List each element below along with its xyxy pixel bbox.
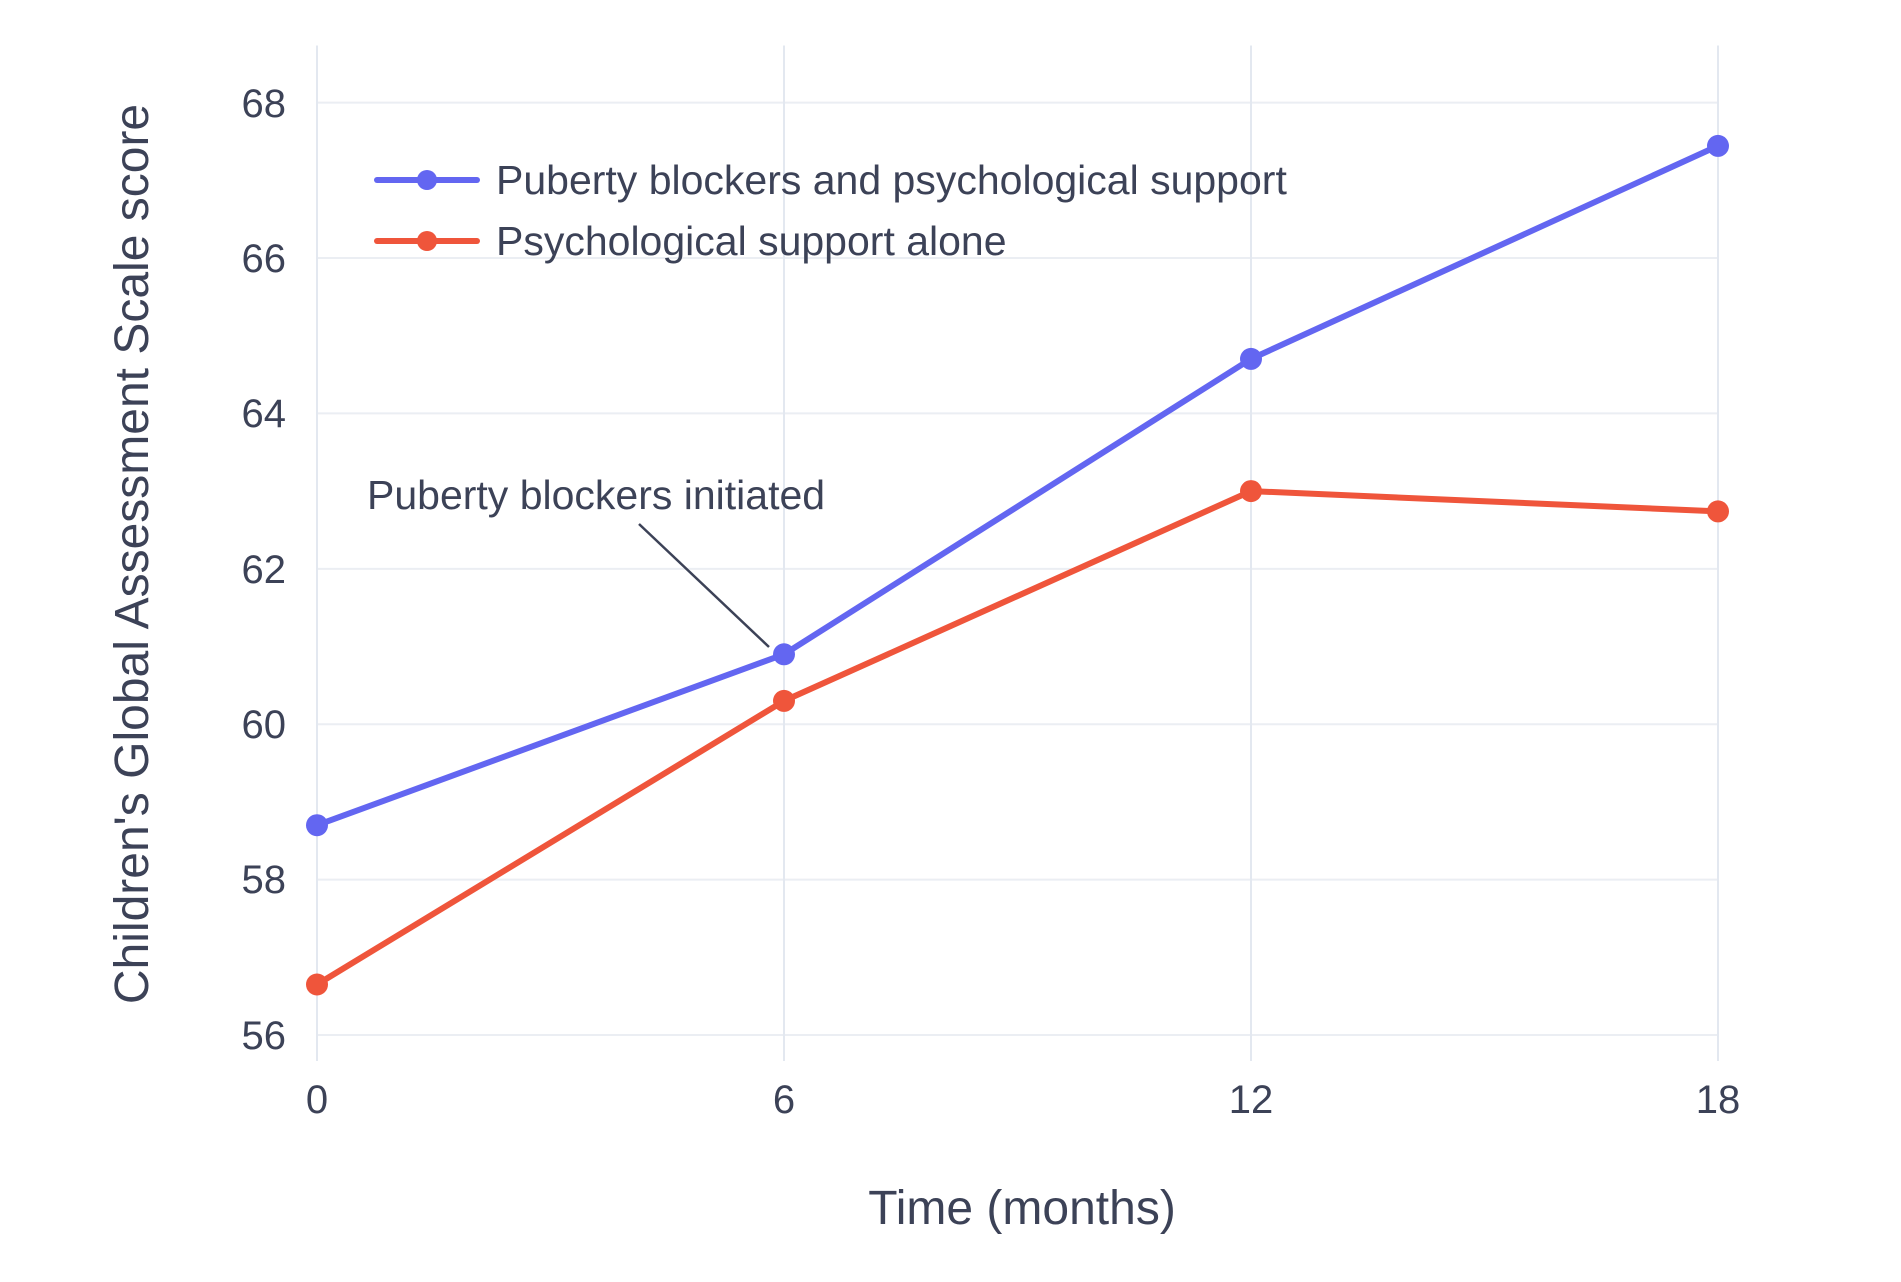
svg-text:6: 6 <box>773 1078 795 1122</box>
svg-text:Puberty blockers and psycholog: Puberty blockers and psychological suppo… <box>496 157 1287 203</box>
svg-text:18: 18 <box>1696 1078 1741 1122</box>
svg-text:Children's Global Assessment S: Children's Global Assessment Scale score <box>106 104 159 1004</box>
svg-text:56: 56 <box>242 1014 287 1058</box>
svg-text:58: 58 <box>242 858 287 902</box>
svg-text:0: 0 <box>306 1078 328 1122</box>
svg-text:62: 62 <box>242 548 287 592</box>
svg-text:68: 68 <box>242 82 287 126</box>
svg-text:60: 60 <box>242 703 287 747</box>
svg-text:Psychological support alone: Psychological support alone <box>496 218 1007 264</box>
svg-text:66: 66 <box>242 237 287 281</box>
svg-text:Puberty blockers initiated: Puberty blockers initiated <box>367 472 825 518</box>
svg-text:Time (months): Time (months) <box>868 1182 1176 1235</box>
svg-text:64: 64 <box>242 392 287 436</box>
svg-text:12: 12 <box>1229 1078 1274 1122</box>
